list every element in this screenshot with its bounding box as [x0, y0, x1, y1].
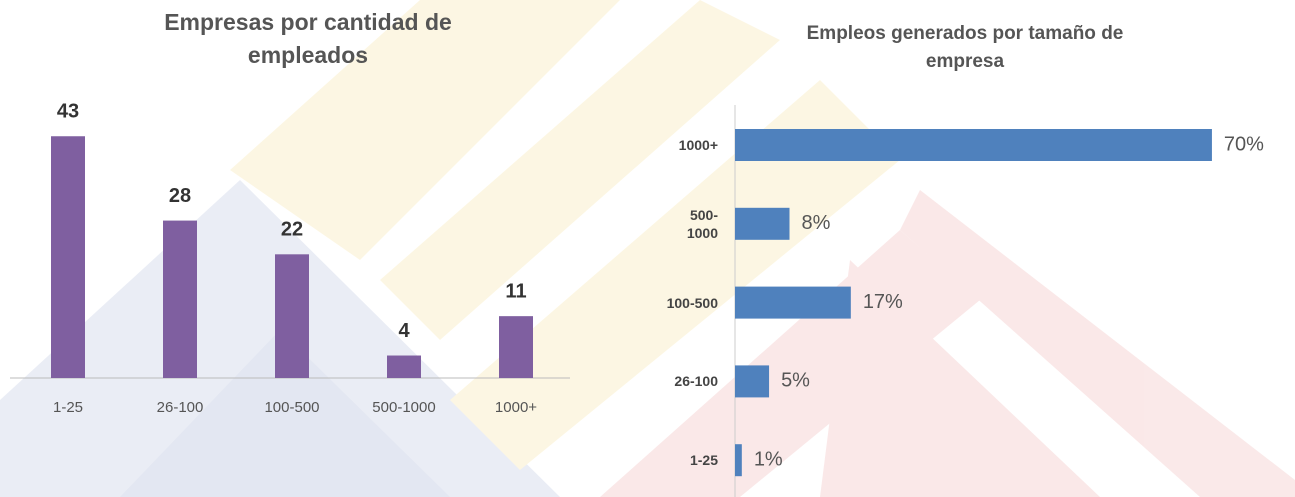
bar — [163, 220, 197, 378]
bar — [735, 444, 742, 477]
chart-title: Empresas por cantidad de empleados — [164, 9, 452, 69]
y-tick-label: 100-500 — [666, 294, 718, 311]
stripe — [380, 0, 780, 340]
y-tick-label: 500-1000 — [686, 206, 718, 241]
bar — [735, 129, 1212, 161]
data-label: 22 — [281, 219, 303, 241]
bar — [499, 316, 533, 378]
stripe — [820, 260, 1100, 497]
bar — [387, 355, 421, 378]
x-tick-label: 1000+ — [495, 399, 537, 416]
stripe — [120, 330, 450, 497]
y-tick-label: 1-25 — [689, 452, 718, 469]
data-label: 11 — [505, 280, 526, 302]
bar — [275, 254, 309, 378]
data-label: 1% — [754, 448, 783, 470]
x-tick-label: 1-25 — [53, 399, 83, 416]
data-label: 17% — [863, 291, 903, 313]
bar — [51, 136, 85, 378]
data-label: 43 — [57, 101, 79, 123]
stripe — [900, 190, 1295, 497]
data-label: 5% — [781, 370, 810, 392]
x-tick-label: 500-1000 — [372, 399, 435, 416]
bar — [735, 207, 790, 240]
stripe — [450, 80, 900, 470]
data-label: 8% — [802, 212, 831, 234]
bar — [735, 286, 851, 319]
x-tick-label: 26-100 — [157, 399, 204, 416]
y-tick-label: 1000+ — [678, 137, 718, 153]
chart-title: Empleos generados por tamaño de empresa — [806, 23, 1124, 72]
data-label: 28 — [169, 185, 191, 207]
y-tick-label: 26-100 — [674, 373, 718, 390]
stripe — [230, 0, 620, 260]
data-label: 4 — [398, 320, 410, 342]
data-label: 70% — [1224, 133, 1264, 155]
bar — [735, 365, 770, 398]
x-tick-label: 100-500 — [264, 399, 319, 416]
